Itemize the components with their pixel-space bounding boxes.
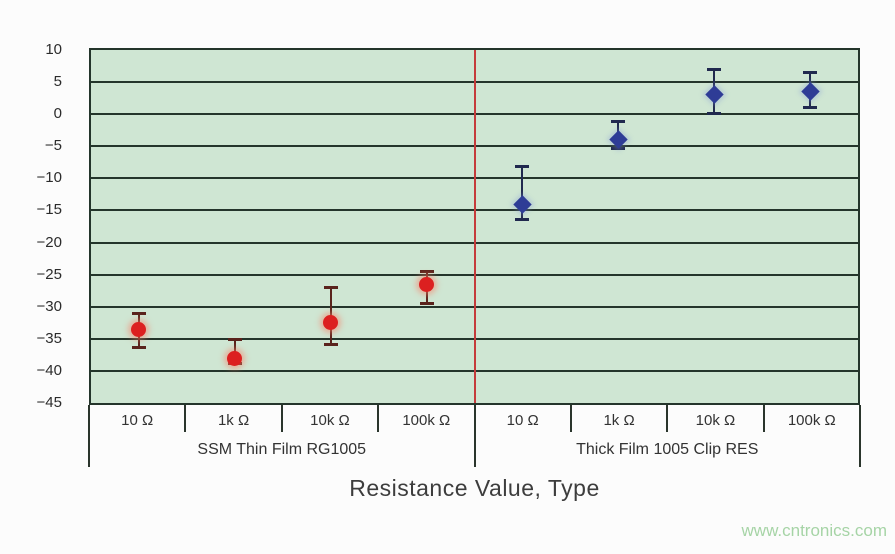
x-axis-tick xyxy=(377,405,380,432)
error-bar-top-cap xyxy=(515,164,530,168)
x-category-label: 10 Ω xyxy=(121,412,154,429)
y-axis-tick-label: −20 xyxy=(36,233,62,251)
error-bar-bottom-cap xyxy=(323,343,338,347)
error-bar-top-cap xyxy=(419,270,434,274)
y-axis-tick-label: −35 xyxy=(36,329,62,347)
y-axis-tick-label: −30 xyxy=(36,297,62,315)
watermark: www.cntronics.com xyxy=(741,521,887,540)
y-axis-tick-label: 5 xyxy=(53,73,62,91)
data-point-marker xyxy=(419,276,435,292)
error-bar-top-cap xyxy=(323,286,338,290)
error-bar-top-cap xyxy=(707,68,722,72)
x-category-label: 100k Ω xyxy=(402,412,451,429)
x-axis-tick xyxy=(762,405,765,432)
x-category-label: 1k Ω xyxy=(217,412,250,429)
data-point-marker xyxy=(800,82,820,101)
error-bar-bottom-cap xyxy=(131,346,146,350)
x-category-label: 100k Ω xyxy=(787,412,836,429)
y-axis-tick-label: 10 xyxy=(45,41,62,58)
error-bar-bottom-cap xyxy=(803,105,818,109)
x-axis-category-row: 10 Ω 1k Ω 10k Ω 100k Ω 10 Ω 1k Ω 10k Ω 100k Ω xyxy=(89,405,860,433)
x-axis-tick xyxy=(184,405,187,432)
x-axis-title: Resistance Value, Type xyxy=(349,475,600,501)
x-axis-tick xyxy=(569,405,572,432)
x-category-label: 1k Ω xyxy=(603,412,635,429)
error-bar-bottom-cap xyxy=(707,112,722,116)
error-bar-bottom-cap xyxy=(419,301,434,305)
x-axis-group-separator xyxy=(859,405,861,467)
error-bar-top-cap xyxy=(131,312,146,316)
plot-area xyxy=(89,48,860,405)
group-divider-line xyxy=(473,50,476,403)
data-point-marker xyxy=(227,350,243,366)
data-point-marker xyxy=(704,85,724,105)
x-category-label: 10k Ω xyxy=(310,412,350,429)
x-axis-tick xyxy=(280,405,283,432)
data-point-marker xyxy=(323,315,339,331)
x-group-label: SSM Thin Film RG1005 xyxy=(197,441,367,458)
y-axis-tick-label: −45 xyxy=(36,394,62,411)
error-bar xyxy=(521,165,524,221)
data-point-marker xyxy=(131,321,147,337)
x-axis-group-separator xyxy=(88,405,90,467)
x-axis-tick xyxy=(666,405,669,432)
x-axis-group-row: SSM Thin Film RG1005 Thick Film 1005 Clip… xyxy=(89,433,860,467)
y-axis-tick-label: −15 xyxy=(36,201,62,219)
y-axis-tick-label: −25 xyxy=(36,265,62,283)
error-bar-bottom-cap xyxy=(611,147,626,151)
y-axis-tick-label: −40 xyxy=(36,361,62,379)
y-axis-tick-label: −10 xyxy=(36,169,62,187)
y-axis: 10 5 0 −5 −10 −15 −20 −25 −30 −35 −40 −45 xyxy=(0,41,78,411)
error-bar-top-cap xyxy=(611,119,626,123)
x-category-label: 10k Ω xyxy=(695,412,736,429)
error-bar-bottom-cap xyxy=(515,218,530,222)
y-axis-tick-label: 0 xyxy=(53,105,62,123)
x-category-label: 10 Ω xyxy=(506,412,539,429)
x-axis-group-separator xyxy=(473,405,476,467)
error-bar-top-cap xyxy=(227,337,242,341)
y-axis-tick-label: −5 xyxy=(44,137,62,155)
error-bar-top-cap xyxy=(803,71,818,75)
x-group-label: Thick Film 1005 Clip RES xyxy=(576,441,759,458)
x-axis: 10 Ω 1k Ω 10k Ω 100k Ω 10 Ω 1k Ω 10k Ω 100k Ω S… xyxy=(88,405,861,469)
